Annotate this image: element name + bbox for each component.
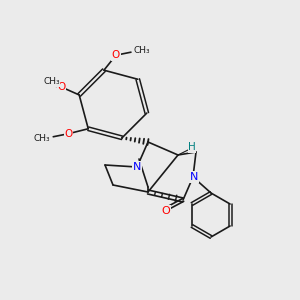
Text: N: N (133, 162, 141, 172)
Text: CH₃: CH₃ (34, 134, 50, 143)
Text: N: N (190, 172, 198, 182)
Text: H: H (188, 142, 196, 152)
Text: O: O (64, 129, 72, 139)
Text: CH₃: CH₃ (43, 77, 60, 86)
Text: CH₃: CH₃ (134, 46, 151, 55)
Text: O: O (112, 50, 120, 60)
Text: O: O (162, 206, 170, 216)
Text: O: O (57, 82, 65, 92)
